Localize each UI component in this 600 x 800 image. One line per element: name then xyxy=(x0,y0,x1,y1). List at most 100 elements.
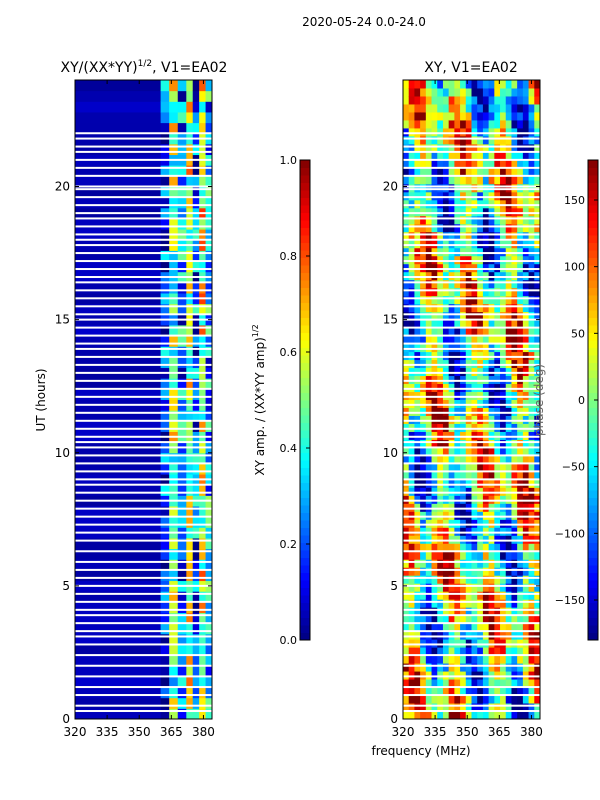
phase-cell xyxy=(448,383,455,393)
phase-cell xyxy=(408,327,415,337)
flagged-row xyxy=(75,260,212,263)
flagged-row xyxy=(403,454,540,457)
phase-cell xyxy=(528,607,535,616)
phase-cell xyxy=(460,151,467,161)
colorbar-segment xyxy=(588,460,598,468)
colorbar-segment xyxy=(300,625,310,633)
amplitude-cell xyxy=(205,537,213,550)
phase-cell xyxy=(414,527,421,536)
phase-cell xyxy=(425,351,433,361)
phase-cell xyxy=(500,559,507,568)
phase-cell xyxy=(528,383,535,393)
phase-cell xyxy=(517,311,524,321)
colorbar-segment xyxy=(300,520,310,528)
flagged-row xyxy=(403,600,540,603)
phase-cell xyxy=(431,343,438,353)
phase-cell xyxy=(534,495,541,504)
phase-cell xyxy=(408,703,415,712)
phase-cell xyxy=(482,551,490,560)
phase-cell xyxy=(482,487,490,496)
phase-cell xyxy=(408,511,415,520)
phase-cell xyxy=(522,127,530,137)
phase-cell xyxy=(534,279,541,289)
phase-cell xyxy=(482,279,490,289)
phase-cell xyxy=(511,263,518,273)
phase-cell xyxy=(528,103,535,113)
phase-cell xyxy=(505,679,512,688)
phase-cell xyxy=(471,247,478,257)
phase-cell xyxy=(477,383,484,393)
phase-cell xyxy=(460,327,467,337)
phase-cell xyxy=(420,423,427,432)
phase-cell xyxy=(414,439,421,448)
phase-cell xyxy=(408,151,415,161)
phase-cell xyxy=(437,679,444,688)
phase-cell xyxy=(528,311,535,321)
phase-cell xyxy=(471,431,478,440)
phase-cell xyxy=(420,391,427,400)
amplitude-cell xyxy=(169,655,179,667)
flagged-row xyxy=(403,244,540,247)
phase-cell xyxy=(431,191,438,201)
phase-cell xyxy=(431,471,438,480)
phase-cell xyxy=(408,295,415,305)
phase-cell xyxy=(500,615,507,624)
phase-cell xyxy=(471,327,478,337)
phase-cell xyxy=(414,455,421,464)
amplitude-cell xyxy=(160,537,170,550)
phase-cell xyxy=(454,215,461,225)
phase-cell xyxy=(528,703,535,712)
y-tick-label: 0 xyxy=(62,712,70,726)
phase-cell xyxy=(448,255,455,265)
amplitude-cell xyxy=(205,452,213,464)
phase-cell xyxy=(414,159,421,169)
phase-cell xyxy=(500,631,507,640)
amplitude-cell xyxy=(199,687,207,699)
amplitude-cell xyxy=(186,697,194,709)
phase-cell xyxy=(517,391,524,400)
phase-cell xyxy=(431,311,438,321)
phase-cell xyxy=(500,703,507,712)
phase-cell xyxy=(420,567,427,576)
phase-cell xyxy=(522,519,530,528)
amplitude-cell xyxy=(75,175,162,187)
amplitude-cell xyxy=(199,165,207,177)
amplitude-cell xyxy=(177,516,187,528)
phase-cell xyxy=(437,391,444,400)
amplitude-cell xyxy=(177,378,187,390)
amplitude-cell xyxy=(199,633,207,645)
amplitude-cell xyxy=(75,335,162,347)
amplitude-cell xyxy=(177,165,187,177)
amplitude-cell xyxy=(205,655,213,667)
phase-cell xyxy=(408,623,415,632)
flagged-row xyxy=(75,507,212,510)
phase-cell xyxy=(431,335,438,345)
colorbar-segment xyxy=(300,460,310,468)
phase-cell xyxy=(517,135,524,145)
phase-cell xyxy=(505,207,512,217)
colorbar-segment xyxy=(588,347,598,356)
phase-cell xyxy=(482,127,490,137)
amplitude-cell xyxy=(205,569,213,582)
phase-cell xyxy=(534,303,541,313)
phase-cell xyxy=(414,495,421,504)
amplitude-cell xyxy=(160,708,170,720)
colorbar-tick-label: 0.2 xyxy=(280,538,298,551)
phase-cell xyxy=(420,271,427,281)
phase-cell xyxy=(431,183,438,193)
phase-cell xyxy=(505,223,512,233)
phase-cell xyxy=(500,463,507,472)
phase-cell xyxy=(477,287,484,297)
phase-cell xyxy=(517,119,524,129)
flagged-row xyxy=(75,276,212,279)
phase-cell xyxy=(437,119,444,129)
phase-cell xyxy=(494,111,501,121)
phase-cell xyxy=(522,583,530,592)
phase-cell xyxy=(465,207,472,217)
phase-cell xyxy=(488,439,495,448)
phase-cell xyxy=(482,583,490,592)
phase-cell xyxy=(511,383,518,393)
phase-cell xyxy=(471,703,478,712)
phase-cell xyxy=(494,247,501,257)
phase-cell xyxy=(471,343,478,353)
